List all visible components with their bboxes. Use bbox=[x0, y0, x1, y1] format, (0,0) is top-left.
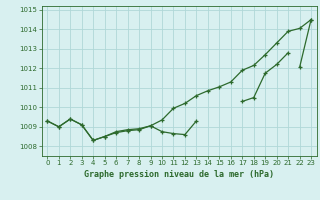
X-axis label: Graphe pression niveau de la mer (hPa): Graphe pression niveau de la mer (hPa) bbox=[84, 170, 274, 179]
